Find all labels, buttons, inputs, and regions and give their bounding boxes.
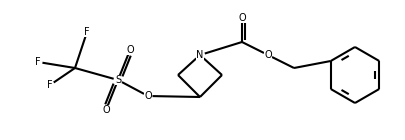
Text: F: F	[84, 27, 90, 37]
Text: O: O	[144, 91, 151, 101]
Text: N: N	[196, 50, 203, 60]
Text: F: F	[47, 80, 53, 90]
Text: S: S	[115, 75, 121, 85]
Text: F: F	[35, 57, 41, 67]
Text: O: O	[126, 45, 134, 55]
Text: O: O	[238, 13, 245, 23]
Text: O: O	[264, 50, 271, 60]
Text: O: O	[102, 105, 109, 115]
